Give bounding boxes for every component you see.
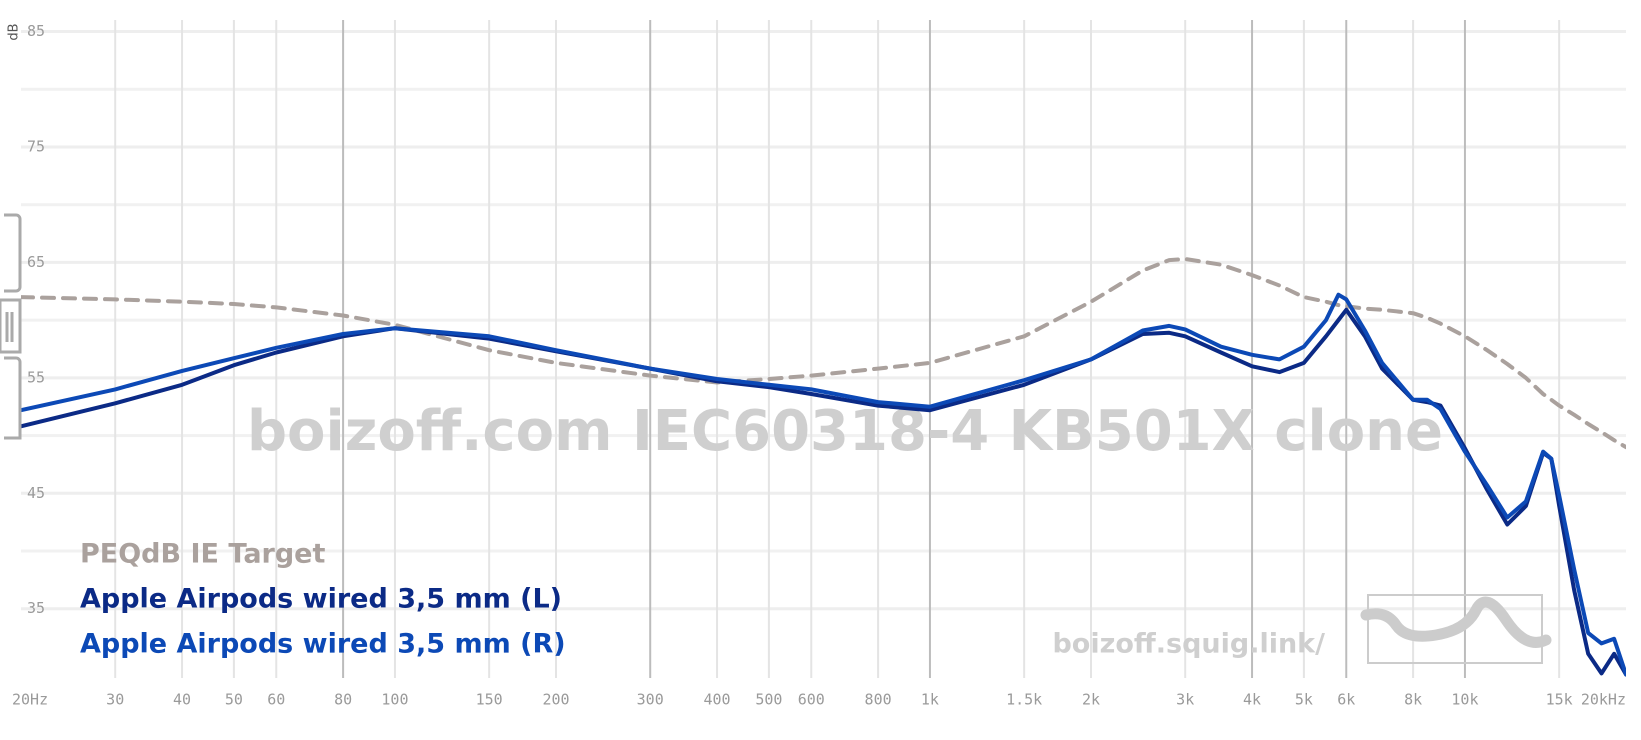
x-tick-label: 800 bbox=[865, 691, 892, 709]
y-tick-label: 35 bbox=[27, 599, 45, 617]
x-tick-label: 10k bbox=[1451, 691, 1478, 709]
x-tick-label: 30 bbox=[106, 691, 124, 709]
y-tick-label: 85 bbox=[27, 22, 45, 40]
y-tick-label: 75 bbox=[27, 137, 45, 155]
logo bbox=[1360, 594, 1552, 664]
legend-entry: Apple Airpods wired 3,5 mm (R) bbox=[80, 629, 566, 660]
lines bbox=[21, 257, 1626, 677]
x-tick-label: 2k bbox=[1082, 691, 1100, 709]
x-tick-label: 80 bbox=[334, 691, 352, 709]
series-line bbox=[21, 257, 1626, 450]
x-tick-label: 300 bbox=[637, 691, 664, 709]
side-handle[interactable] bbox=[0, 213, 22, 440]
x-tick-label: 500 bbox=[755, 691, 782, 709]
x-tick-label: 1k bbox=[921, 691, 939, 709]
x-tick-label: 20kHz bbox=[1581, 691, 1626, 709]
x-tick-label: 3k bbox=[1176, 691, 1194, 709]
y-axis-label: dB bbox=[7, 23, 22, 40]
legend-entry: Apple Airpods wired 3,5 mm (L) bbox=[80, 584, 562, 615]
x-tick-label: 50 bbox=[225, 691, 243, 709]
x-tick-label: 60 bbox=[267, 691, 285, 709]
grid bbox=[21, 20, 1626, 678]
x-tick-label: 8k bbox=[1404, 691, 1422, 709]
legend: PEQdB IE Target Apple Airpods wired 3,5 m… bbox=[80, 539, 566, 660]
x-tick-label: 40 bbox=[173, 691, 191, 709]
x-tick-label: 100 bbox=[381, 691, 408, 709]
x-tick-label: 6k bbox=[1337, 691, 1355, 709]
y-tick-label: 45 bbox=[27, 484, 45, 502]
x-tick-label: 150 bbox=[476, 691, 503, 709]
site-label: boizoff.squig.link/ bbox=[1052, 629, 1325, 660]
x-tick-label: 20Hz bbox=[12, 691, 48, 709]
x-tick-label: 4k bbox=[1243, 691, 1261, 709]
series-line bbox=[21, 292, 1626, 677]
x-tick-label: 400 bbox=[704, 691, 731, 709]
x-tick-label: 1.5k bbox=[1006, 691, 1042, 709]
x-tick-label: 200 bbox=[542, 691, 569, 709]
x-tick-label: 5k bbox=[1295, 691, 1313, 709]
x-tick-label: 600 bbox=[798, 691, 825, 709]
y-tick-label: 55 bbox=[27, 368, 45, 386]
watermark: boizoff.com IEC60318-4 KB501X clone bbox=[247, 399, 1443, 464]
x-tick-label: 15k bbox=[1546, 691, 1573, 709]
legend-entry: PEQdB IE Target bbox=[80, 539, 325, 570]
ticks: 35 45 55 65 75 85 20Hz 30 40 50 60 80 100 150 200 300 40… bbox=[12, 22, 1626, 708]
y-tick-label: 65 bbox=[27, 253, 45, 271]
